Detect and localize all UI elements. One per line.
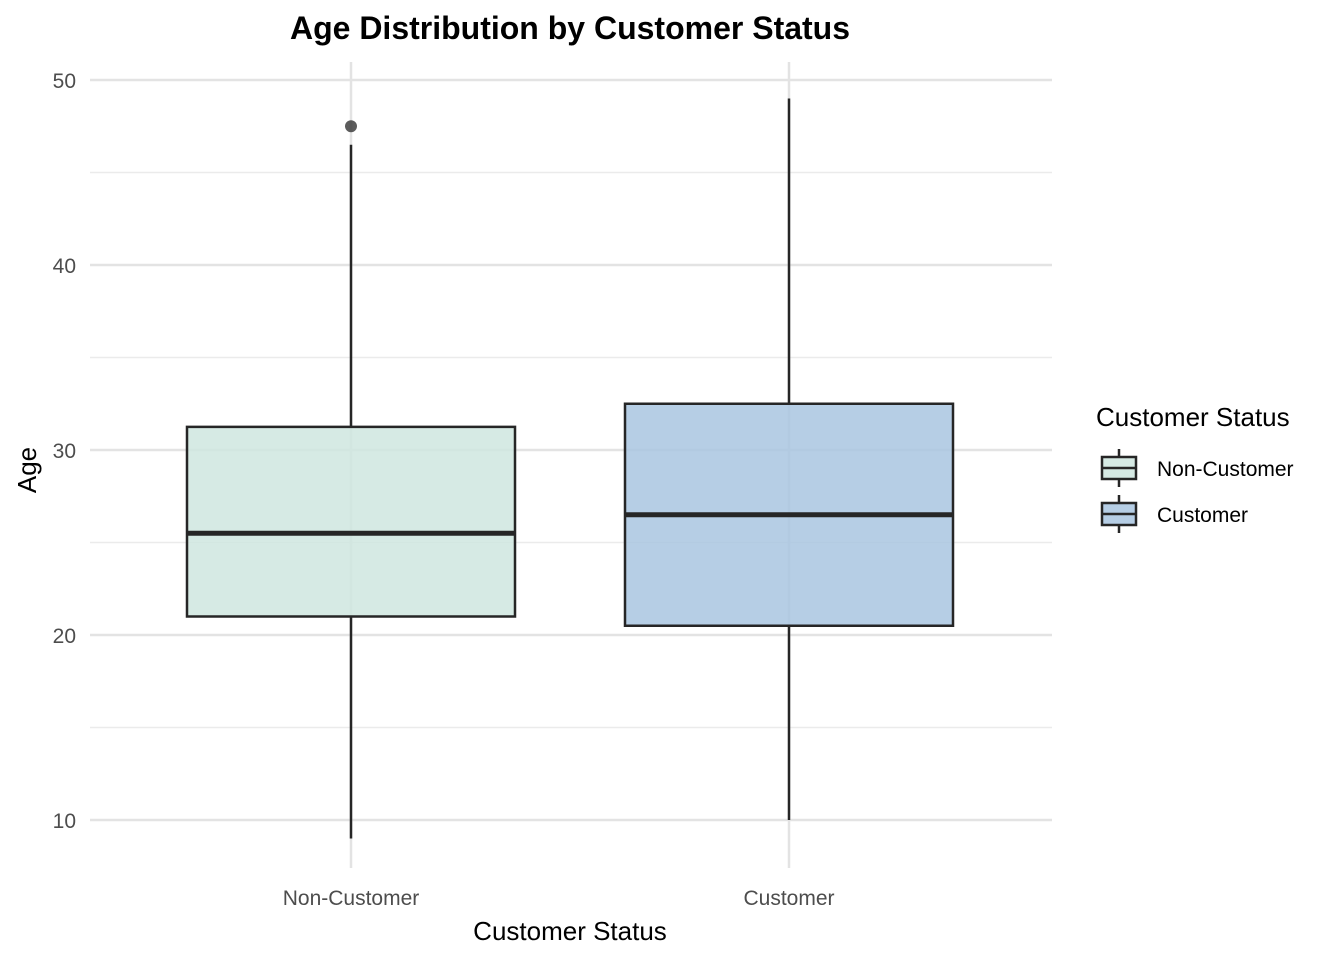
legend-item-non-customer: Non-Customer [1100,449,1294,487]
outlier-point [345,120,357,133]
box-non-customer [185,120,517,839]
x-tick-label: Customer [743,887,834,910]
x-tick-label: Non-Customer [283,887,420,910]
x-axis-ticks: Non-Customer Customer [283,887,835,910]
legend-title: Customer Status [1096,402,1290,432]
y-tick-label: 20 [53,625,76,648]
y-axis-ticks: 10 20 30 40 50 [53,70,76,833]
chart-title: Age Distribution by Customer Status [290,10,850,46]
y-tick-label: 10 [53,810,76,833]
box-customer [623,98,955,820]
y-tick-label: 40 [53,255,76,278]
y-axis-title: Age [12,447,42,493]
legend-label: Customer [1157,504,1248,527]
legend-item-customer: Customer [1100,495,1248,533]
legend-items: Non-Customer Customer [1100,449,1294,533]
legend-label: Non-Customer [1157,458,1294,481]
legend: Customer Status Non-Customer Customer [1096,402,1294,533]
y-tick-label: 50 [53,70,76,93]
boxes [185,98,955,839]
y-tick-label: 30 [53,440,76,463]
iqr-box [185,425,517,618]
x-axis-title: Customer Status [473,916,667,946]
